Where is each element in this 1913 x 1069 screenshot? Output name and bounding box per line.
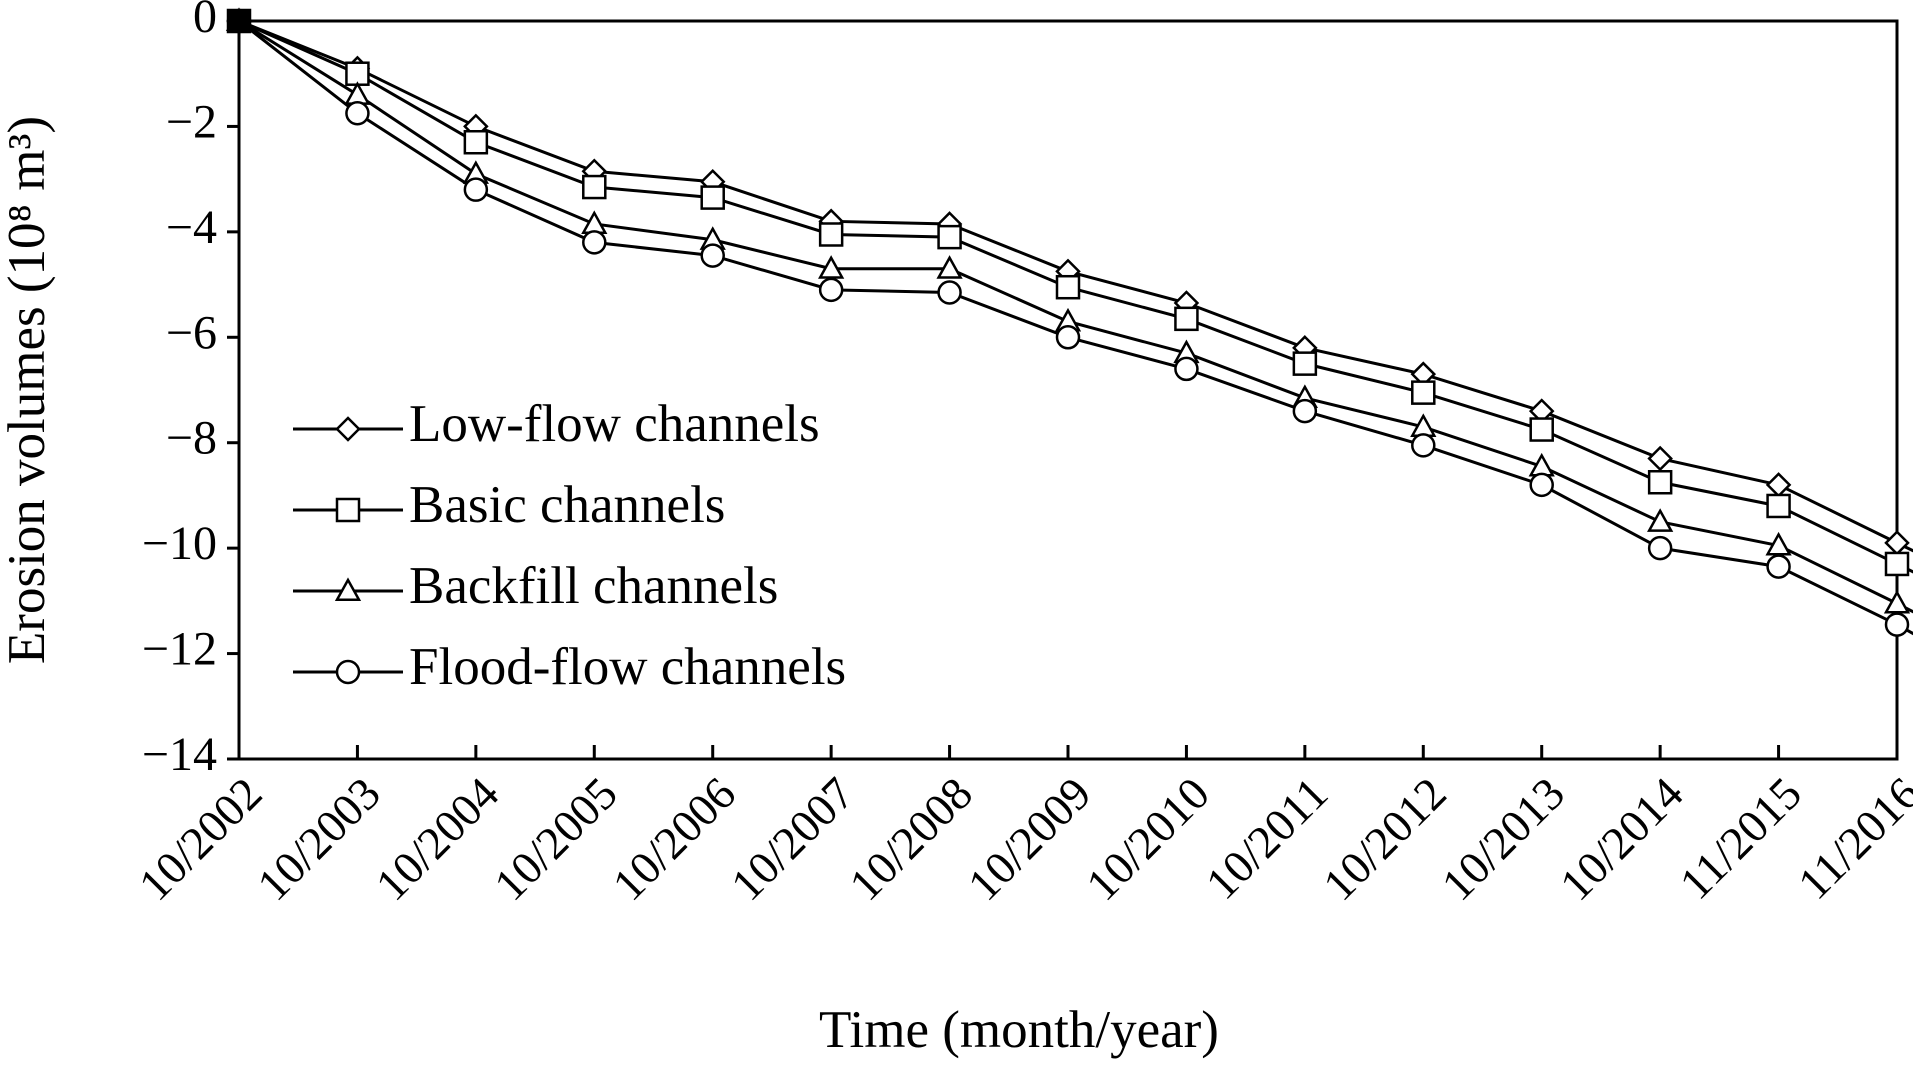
- x-tick-label: 10/2005: [484, 767, 627, 910]
- x-tick-label: 10/2014: [1550, 767, 1693, 910]
- series-line: [238, 19, 1913, 636]
- data-point: [226, 8, 252, 34]
- x-tick-label: 10/2011: [1196, 767, 1337, 908]
- data-point: [1647, 508, 1674, 532]
- data-point: [1765, 531, 1792, 556]
- data-point: [1647, 535, 1673, 561]
- x-tick-label: 11/2016: [1788, 767, 1913, 908]
- data-point: [1647, 445, 1673, 472]
- data-point: [1765, 472, 1792, 498]
- x-tick-label: 10/2004: [366, 767, 509, 910]
- x-axis-label: Time (month/year): [819, 1001, 1219, 1059]
- data-point: [1292, 398, 1318, 424]
- data-point: [1647, 470, 1673, 495]
- data-point: [937, 280, 962, 305]
- legend-marker: [334, 577, 362, 602]
- x-tick-label: 10/2012: [1313, 767, 1456, 910]
- data-point: [582, 174, 607, 200]
- data-point: [1884, 612, 1910, 637]
- series-line: [238, 19, 1913, 614]
- series-line: [238, 19, 1913, 574]
- legend-marker: [335, 659, 361, 685]
- y-tick-label: −10: [142, 517, 217, 570]
- legend-label: Basic channels: [409, 476, 725, 534]
- legend-label: Flood-flow channels: [409, 638, 846, 696]
- x-tick-label: 10/2009: [958, 767, 1101, 910]
- y-tick-label: −12: [142, 623, 217, 676]
- data-point: [1292, 351, 1318, 376]
- legend-marker: [335, 416, 361, 442]
- data-point: [700, 243, 725, 268]
- legend-label: Backfill channels: [409, 557, 778, 615]
- legend-marker: [335, 497, 361, 523]
- y-tick-label: −14: [142, 728, 217, 781]
- x-tick-label: 10/2002: [129, 767, 272, 910]
- data-point: [1883, 589, 1911, 614]
- y-tick-label: 0: [193, 0, 217, 43]
- y-tick-label: −6: [166, 306, 217, 359]
- data-point: [1174, 306, 1199, 332]
- y-tick-label: −2: [166, 95, 217, 148]
- y-axis-label: Erosion volumes (10⁸ m³): [0, 116, 56, 664]
- data-point: [1055, 274, 1081, 300]
- x-tick-label: 10/2010: [1076, 767, 1219, 910]
- data-point: [1884, 530, 1910, 556]
- x-tick-label: 11/2015: [1670, 767, 1811, 908]
- data-point: [463, 177, 489, 202]
- data-point: [463, 129, 489, 155]
- x-tick-label: 10/2006: [603, 767, 746, 910]
- data-point: [1055, 325, 1081, 350]
- data-point: [1884, 551, 1910, 577]
- y-tick-label: −4: [166, 201, 217, 254]
- y-tick-label: −8: [166, 412, 217, 465]
- data-point: [1766, 554, 1791, 579]
- data-point: [1529, 472, 1554, 498]
- x-tick-label: 10/2008: [839, 767, 982, 910]
- data-point: [818, 255, 845, 279]
- x-tick-label: 10/2003: [247, 767, 390, 910]
- x-tick-label: 10/2013: [1432, 767, 1575, 910]
- data-point: [582, 230, 607, 255]
- series-line: [238, 19, 1913, 553]
- data-point: [1411, 433, 1436, 458]
- data-point: [1411, 380, 1436, 405]
- data-point: [344, 81, 371, 105]
- data-point: [700, 185, 725, 210]
- data-point: [936, 255, 963, 279]
- legend-label: Low-flow channels: [409, 395, 820, 453]
- data-point: [1529, 417, 1554, 442]
- data-point: [937, 224, 962, 250]
- data-point: [345, 101, 370, 126]
- x-tick-label: 10/2007: [721, 767, 864, 910]
- data-point: [581, 210, 608, 234]
- data-point: [1766, 493, 1791, 519]
- data-point: [818, 277, 844, 303]
- data-point: [818, 222, 844, 247]
- data-point: [1174, 356, 1199, 382]
